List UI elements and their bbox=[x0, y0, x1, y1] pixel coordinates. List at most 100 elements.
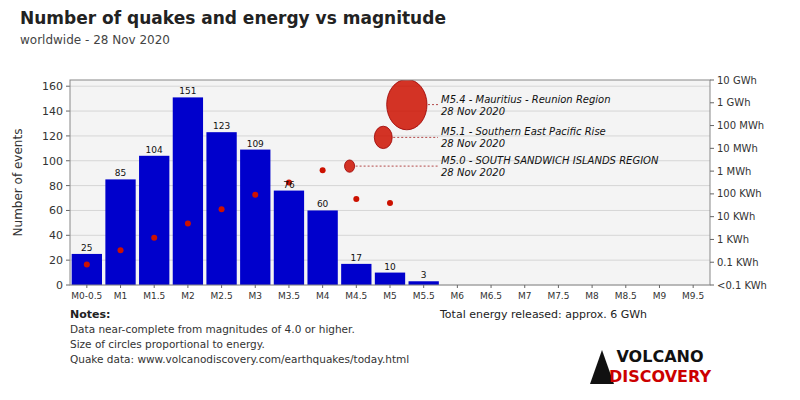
y-tick-label: 60 bbox=[49, 204, 63, 217]
energy-circle bbox=[387, 80, 427, 130]
bar bbox=[341, 264, 371, 285]
y2-tick-label: 10 MWh bbox=[717, 143, 758, 154]
y2-tick bbox=[710, 80, 714, 81]
y2-tick-label: 0.1 KWh bbox=[717, 257, 759, 268]
logo-text: VOLCANO bbox=[616, 347, 703, 366]
x-tick-label: M1 bbox=[114, 291, 128, 301]
y-tick bbox=[66, 260, 70, 261]
bar bbox=[206, 132, 236, 285]
y-tick bbox=[66, 210, 70, 211]
data-label: 109 bbox=[247, 139, 264, 149]
y2-tick bbox=[710, 125, 714, 126]
x-tick bbox=[659, 285, 660, 288]
logo-text: DISCOVERY bbox=[609, 367, 711, 386]
x-tick-label: M6 bbox=[451, 291, 465, 301]
y2-tick-label: 1 KWh bbox=[717, 234, 749, 245]
y-tick-label: 40 bbox=[49, 229, 63, 242]
x-tick-label: M1.5 bbox=[143, 291, 165, 301]
x-tick bbox=[625, 285, 626, 288]
energy-dot bbox=[387, 200, 393, 206]
circle-label-line: M5.4 - Mauritius - Reunion Region bbox=[441, 94, 611, 105]
note: Quake data: www.volcanodiscovery.com/ear… bbox=[70, 353, 409, 365]
x-tick bbox=[86, 285, 87, 288]
y-tick bbox=[66, 185, 70, 186]
y2-tick bbox=[710, 239, 714, 240]
y2-tick-label: 100 MWh bbox=[717, 120, 764, 131]
x-tick-label: M9 bbox=[653, 291, 667, 301]
circle-label: M5.1 - Southern East Pacific Rise28 Nov … bbox=[441, 126, 606, 149]
x-tick-label: M8.5 bbox=[615, 291, 637, 301]
circle-label-line: 28 Nov 2020 bbox=[441, 138, 505, 149]
x-tick bbox=[693, 285, 694, 288]
x-tick bbox=[356, 285, 357, 288]
chart-container: Number of quakes and energy vs magnitude… bbox=[0, 0, 800, 400]
circle-label-line: 28 Nov 2020 bbox=[441, 167, 505, 178]
energy-dot bbox=[118, 247, 124, 253]
circle-label: M5.0 - SOUTH SANDWICH ISLANDS REGION28 N… bbox=[441, 155, 659, 178]
bar bbox=[72, 254, 102, 285]
y-tick-label: 100 bbox=[42, 155, 63, 168]
x-tick bbox=[390, 285, 391, 288]
y2-tick-label: 10 GWh bbox=[717, 75, 757, 86]
y2-tick-label: 1 MWh bbox=[717, 166, 751, 177]
x-tick bbox=[221, 285, 222, 288]
y2-tick-label: <0.1 KWh bbox=[717, 280, 767, 291]
data-label: 10 bbox=[384, 262, 396, 272]
x-tick-label: M4.5 bbox=[345, 291, 367, 301]
y-tick-label: 20 bbox=[49, 254, 63, 267]
x-tick bbox=[288, 285, 289, 288]
y-tick bbox=[66, 135, 70, 136]
page: Chart html, body { margin: 0; padding: 0… bbox=[0, 0, 800, 400]
y2-tick bbox=[710, 148, 714, 149]
y-tick bbox=[66, 285, 70, 286]
energy-dot bbox=[219, 206, 225, 212]
x-tick-label: M0-0.5 bbox=[71, 291, 102, 301]
leader-line bbox=[356, 166, 438, 167]
x-tick bbox=[255, 285, 256, 288]
y-tick-label: 0 bbox=[56, 279, 63, 292]
data-label: 17 bbox=[351, 253, 362, 263]
y-tick bbox=[66, 235, 70, 236]
circle-label-line: M5.1 - Southern East Pacific Rise bbox=[441, 126, 606, 137]
bar bbox=[409, 281, 439, 285]
x-tick-label: M3 bbox=[249, 291, 263, 301]
y2-tick-label: 1 GWh bbox=[717, 97, 751, 108]
bar bbox=[375, 273, 405, 285]
y2-tick-label: 10 KWh bbox=[717, 211, 755, 222]
energy-dot bbox=[320, 167, 326, 173]
x-tick-label: M4 bbox=[316, 291, 330, 301]
grid-line bbox=[70, 86, 710, 87]
energy-dot bbox=[151, 235, 157, 241]
y2-tick bbox=[710, 285, 714, 286]
bar bbox=[105, 179, 135, 285]
marks bbox=[72, 80, 439, 285]
leader-line bbox=[393, 137, 438, 138]
bar bbox=[240, 150, 270, 285]
bar bbox=[139, 156, 169, 285]
page-body: {"chart_data": { "type": "bar", "title":… bbox=[0, 0, 800, 400]
y2-tick-label: 100 KWh bbox=[717, 188, 762, 199]
energy-dot bbox=[353, 196, 359, 202]
x-tick bbox=[558, 285, 559, 288]
data-label: 76 bbox=[283, 180, 295, 190]
plot-area bbox=[70, 80, 710, 285]
note: Size of circles proportional to energy. bbox=[70, 338, 265, 350]
bar bbox=[274, 191, 304, 285]
circle-label-line: 28 Nov 2020 bbox=[441, 106, 505, 117]
chart: Number of quakes and energy vs magnitude… bbox=[0, 0, 800, 400]
x-tick bbox=[187, 285, 188, 288]
data-label: 3 bbox=[421, 270, 427, 280]
energy-dot bbox=[84, 262, 90, 268]
energy-circle bbox=[374, 126, 392, 148]
y2-tick bbox=[710, 102, 714, 103]
x-tick-label: M5 bbox=[383, 291, 397, 301]
leader-line bbox=[428, 104, 438, 105]
x-tick bbox=[524, 285, 525, 288]
x-tick bbox=[322, 285, 323, 288]
y-tick bbox=[66, 111, 70, 112]
circle-label: M5.4 - Mauritius - Reunion Region28 Nov … bbox=[441, 94, 611, 117]
subtitle: worldwide - 28 Nov 2020 bbox=[20, 33, 170, 47]
x-tick-label: M5.5 bbox=[413, 291, 435, 301]
y-tick bbox=[66, 86, 70, 87]
x-tick-label: M6.5 bbox=[480, 291, 502, 301]
